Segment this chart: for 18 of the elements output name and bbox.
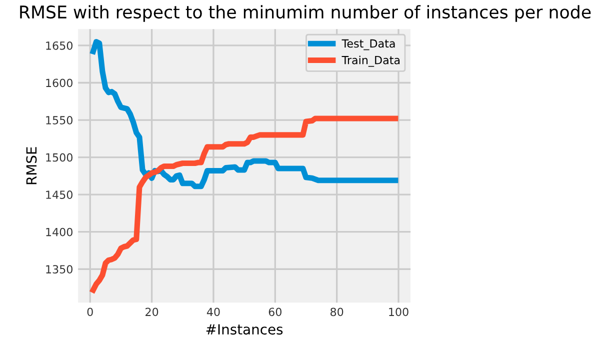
x-tick-label: 80 (330, 308, 344, 316)
x-tick-label: 40 (206, 308, 220, 316)
x-tick-label: 0 (87, 308, 93, 316)
y-tick-label: 1600 (46, 78, 72, 88)
legend-label: Test_Data (342, 39, 395, 50)
x-tick-label: 100 (389, 308, 408, 316)
x-axis-title: #Instances (206, 324, 283, 335)
y-tick-label: 1450 (46, 190, 72, 199)
y-tick-label: 1400 (46, 228, 72, 236)
chart-title: RMSE with respect to the minumim number of instances per node (20, 5, 591, 22)
x-tick-label: 60 (268, 308, 282, 316)
y-tick-label: 1550 (46, 116, 72, 124)
legend-label: Train_Data (342, 56, 400, 67)
y-tick-label: 1350 (46, 265, 72, 274)
y-tick-label: 1650 (46, 41, 72, 50)
x-tick-label: 20 (146, 308, 158, 316)
y-axis-title: RMSE (26, 147, 37, 184)
y-tick-label: 1500 (46, 153, 72, 162)
